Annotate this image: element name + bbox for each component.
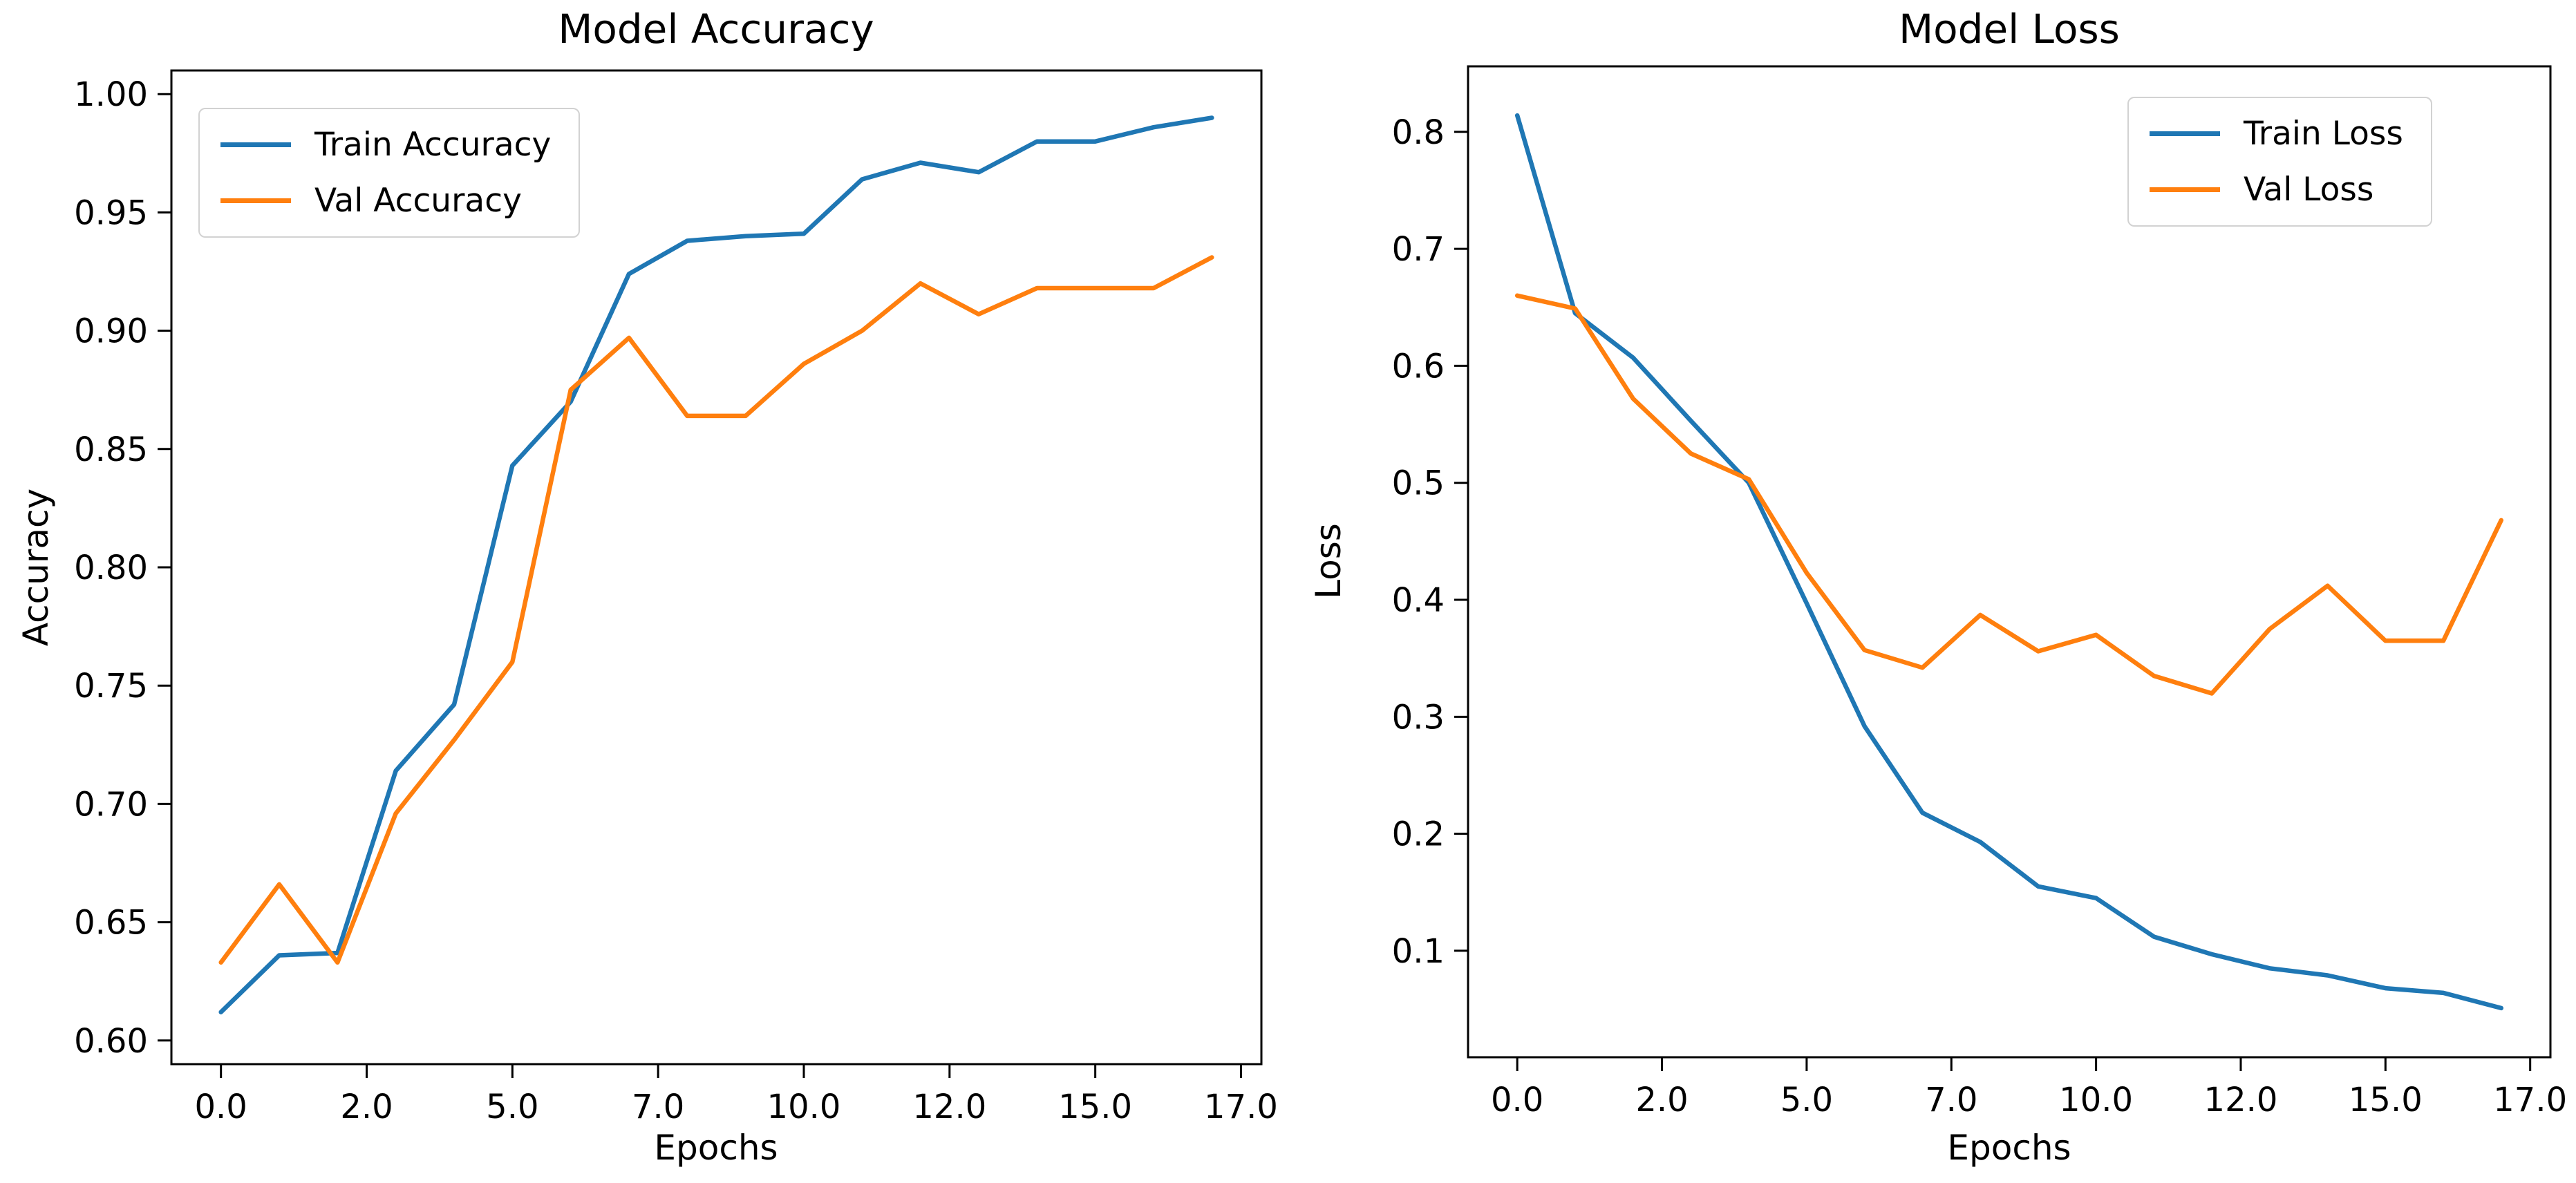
x-tick-label: 7.0 bbox=[1925, 1081, 1977, 1119]
train-loss-line-swatch bbox=[2150, 131, 2220, 136]
loss-y-axis-label: Loss bbox=[1308, 523, 1348, 599]
y-tick-label: 0.5 bbox=[1392, 464, 1445, 503]
loss-legend: Train Loss Val Loss bbox=[2127, 97, 2432, 227]
legend-entry-train-accuracy: Train Accuracy bbox=[220, 129, 551, 161]
model-loss-axes-frame bbox=[1467, 65, 2552, 1059]
val-loss-line bbox=[1514, 293, 2504, 696]
legend-entry-val-accuracy: Val Accuracy bbox=[220, 184, 551, 217]
y-tick-label: 0.8 bbox=[1392, 113, 1445, 152]
y-tick-label: 0.6 bbox=[1392, 347, 1445, 386]
train-accuracy-line bbox=[218, 115, 1214, 1014]
accuracy-chart-title: Model Accuracy bbox=[558, 6, 874, 53]
legend-entry-train-loss: Train Loss bbox=[2150, 117, 2403, 150]
x-tick-label: 12.0 bbox=[2204, 1081, 2278, 1119]
x-tick-label: 5.0 bbox=[1780, 1081, 1833, 1119]
train-accuracy-line-swatch bbox=[220, 142, 291, 147]
val-accuracy-line bbox=[218, 255, 1214, 965]
y-tick-label: 0.2 bbox=[1392, 815, 1445, 854]
x-tick-label: 15.0 bbox=[2349, 1081, 2423, 1119]
y-tick-label: 0.80 bbox=[74, 549, 148, 587]
x-tick-label: 17.0 bbox=[1204, 1088, 1278, 1126]
y-tick-label: 0.4 bbox=[1392, 581, 1445, 620]
y-tick-label: 0.85 bbox=[74, 430, 148, 469]
y-tick-label: 0.90 bbox=[74, 312, 148, 351]
y-tick-label: 0.75 bbox=[74, 667, 148, 706]
x-tick-label: 5.0 bbox=[486, 1088, 538, 1126]
val-loss-line-swatch bbox=[2150, 187, 2220, 192]
x-tick-label: 2.0 bbox=[340, 1088, 393, 1126]
y-tick-label: 1.00 bbox=[74, 75, 148, 114]
y-tick-label: 0.3 bbox=[1392, 698, 1445, 737]
y-tick-label: 0.95 bbox=[74, 193, 148, 232]
accuracy-legend: Train Accuracy Val Accuracy bbox=[198, 108, 581, 238]
loss-chart-title: Model Loss bbox=[1899, 6, 2120, 53]
legend-label: Train Loss bbox=[2244, 115, 2403, 153]
y-tick-label: 0.65 bbox=[74, 904, 148, 943]
x-tick-label: 15.0 bbox=[1058, 1088, 1132, 1126]
y-tick-label: 0.60 bbox=[74, 1022, 148, 1061]
x-tick-label: 2.0 bbox=[1635, 1081, 1688, 1119]
x-tick-label: 7.0 bbox=[632, 1088, 684, 1126]
loss-x-axis-label: Epochs bbox=[1947, 1128, 2071, 1168]
x-tick-label: 12.0 bbox=[912, 1088, 986, 1126]
accuracy-y-axis-label: Accuracy bbox=[16, 488, 56, 647]
x-tick-label: 0.0 bbox=[195, 1088, 247, 1126]
x-tick-label: 17.0 bbox=[2493, 1081, 2567, 1119]
y-tick-label: 0.1 bbox=[1392, 932, 1445, 971]
legend-label: Train Accuracy bbox=[314, 126, 552, 164]
x-tick-label: 10.0 bbox=[2059, 1081, 2133, 1119]
legend-label: Val Accuracy bbox=[314, 182, 522, 220]
x-tick-label: 0.0 bbox=[1491, 1081, 1543, 1119]
y-tick-label: 0.70 bbox=[74, 785, 148, 824]
legend-label: Val Loss bbox=[2244, 171, 2374, 209]
val-accuracy-line-swatch bbox=[220, 198, 291, 203]
accuracy-x-axis-label: Epochs bbox=[654, 1128, 778, 1168]
y-tick-label: 0.7 bbox=[1392, 230, 1445, 269]
x-tick-label: 10.0 bbox=[767, 1088, 841, 1126]
train-loss-line bbox=[1514, 113, 2504, 1011]
legend-entry-val-loss: Val Loss bbox=[2150, 173, 2403, 206]
